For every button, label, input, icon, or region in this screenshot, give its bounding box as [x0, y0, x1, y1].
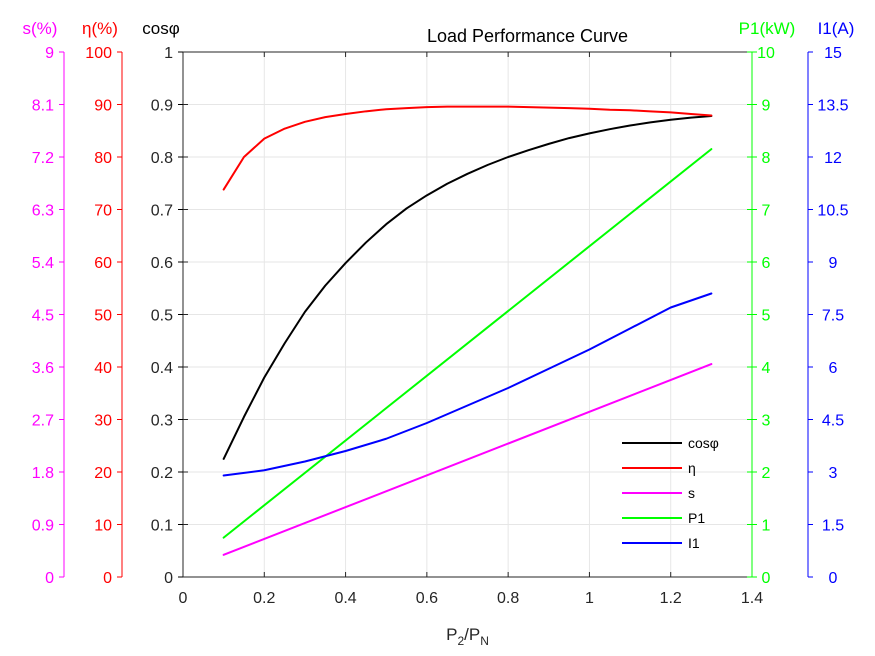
x-tick-label: 0.8: [497, 590, 519, 607]
y-tick-label-eta: 50: [94, 308, 112, 325]
y-tick-label-s: 6.3: [32, 203, 54, 220]
x-axis-label: P2/PN: [446, 625, 489, 648]
y-tick-label-eta: 40: [94, 360, 112, 377]
y-tick-label-p1: 7: [762, 203, 771, 220]
y-tick-label-cos: 1: [164, 45, 173, 62]
legend-entry: η: [688, 460, 696, 476]
series-line-s: [222, 363, 713, 556]
series-line-i1: [222, 292, 713, 477]
x-tick-label: 1: [585, 590, 594, 607]
y-tick-label-i1: 3: [829, 465, 838, 482]
x-tick-label: 0.2: [253, 590, 275, 607]
y-axis-i1: 0 1.5 3 4.5 6 7.5 9 10.5 12 13.5 15 I1(A): [807, 19, 855, 587]
y-tick-label-cos: 0.4: [151, 360, 173, 377]
y-tick-label-i1: 9: [829, 255, 838, 272]
y-tick-label-cos: 0.1: [151, 518, 173, 535]
y-tick-label-p1: 6: [762, 255, 771, 272]
x-tick-label: 1.4: [741, 590, 763, 607]
y-tick-label-s: 4.5: [32, 308, 54, 325]
y-tick-label-cos: 0.5: [151, 308, 173, 325]
series-line-eta: [222, 105, 713, 191]
y-axis-s: 0 0.9 1.8 2.7 3.6 4.5 5.4 6.3 7.2 8.1 9 s(%): [23, 19, 65, 587]
y-tick-label-cos: 0.2: [151, 465, 173, 482]
series-line-cos: [222, 115, 713, 460]
y-tick-label-i1: 7.5: [822, 308, 844, 325]
x-tick-label: 0.4: [334, 590, 356, 607]
y-tick-label-s: 0.9: [32, 518, 54, 535]
y-tick-label-eta: 60: [94, 255, 112, 272]
axes: 0 0.2 0.4 0.6 0.8 1 1.2 1.400.10.20.30.40.50.60…: [23, 19, 855, 607]
y-tick-label-i1: 15: [824, 45, 842, 62]
y-tick-label-s: 7.2: [32, 150, 54, 167]
y-tick-label-p1: 8: [762, 150, 771, 167]
legend-entry: s: [688, 485, 695, 501]
x-tick-label: 0.6: [416, 590, 438, 607]
legend: cosφ ηs P1 I1: [622, 435, 719, 551]
y-axis-title-cos: cosφ: [142, 19, 179, 38]
y-tick-label-eta: 30: [94, 413, 112, 430]
series-lines: [222, 105, 713, 556]
y-tick-label-cos: 0: [164, 570, 173, 587]
y-tick-label-i1: 0: [829, 570, 838, 587]
y-tick-label-cos: 0.7: [151, 203, 173, 220]
y-tick-label-cos: 0.8: [151, 150, 173, 167]
y-tick-label-i1: 13.5: [817, 98, 848, 115]
y-tick-label-s: 1.8: [32, 465, 54, 482]
series-line-p1: [222, 148, 713, 539]
y-tick-label-p1: 9: [762, 98, 771, 115]
y-axis-eta: 0 10 20 30 40 50 60 70 80 90 100 η(%): [82, 19, 123, 587]
y-tick-label-i1: 1.5: [822, 518, 844, 535]
y-tick-label-eta: 70: [94, 203, 112, 220]
y-tick-label-eta: 80: [94, 150, 112, 167]
y-tick-label-p1: 10: [757, 45, 775, 62]
y-axis-title-i1: I1(A): [818, 19, 855, 38]
y-tick-label-eta: 0: [103, 570, 112, 587]
legend-entry: P1: [688, 510, 705, 526]
legend-entry: cosφ: [688, 435, 719, 451]
y-axis-title-eta: η(%): [82, 19, 118, 38]
x-axis-label-sub1: 2: [457, 634, 464, 648]
x-tick-label: 0: [179, 590, 188, 607]
y-tick-label-p1: 4: [762, 360, 771, 377]
y-tick-label-p1: 1: [762, 518, 771, 535]
y-tick-label-i1: 12: [824, 150, 842, 167]
y-tick-label-s: 0: [45, 570, 54, 587]
y-tick-label-cos: 0.9: [151, 98, 173, 115]
y-tick-label-s: 3.6: [32, 360, 54, 377]
y-tick-label-cos: 0.6: [151, 255, 173, 272]
y-tick-label-i1: 10.5: [817, 203, 848, 220]
y-tick-label-s: 5.4: [32, 255, 54, 272]
y-tick-label-i1: 4.5: [822, 413, 844, 430]
y-tick-label-p1: 3: [762, 413, 771, 430]
y-tick-label-i1: 6: [829, 360, 838, 377]
y-axis-p1: 0 1 2 3 4 5 6 7 8 9 10 P1(kW): [739, 19, 796, 587]
y-tick-label-p1: 0: [762, 570, 771, 587]
y-tick-label-s: 9: [45, 45, 54, 62]
y-tick-label-cos: 0.3: [151, 413, 173, 430]
y-axis-title-p1: P1(kW): [739, 19, 796, 38]
chart-title: Load Performance Curve: [427, 26, 628, 46]
y-tick-label-s: 8.1: [32, 98, 54, 115]
x-axis-label-sep: /P: [464, 625, 480, 644]
y-tick-label-eta: 10: [94, 518, 112, 535]
y-axis-cos: 0 0.1 0.2 0.3 0.4 0.5 0.6 0.7 0.8 0.9 1 cosφ: [142, 19, 188, 587]
y-tick-label-eta: 20: [94, 465, 112, 482]
x-tick-label: 1.2: [660, 590, 682, 607]
x-axis-label-sub2: N: [480, 634, 489, 648]
y-tick-label-eta: 90: [94, 98, 112, 115]
y-tick-label-s: 2.7: [32, 413, 54, 430]
y-axis-title-s: s(%): [23, 19, 58, 38]
y-tick-label-p1: 2: [762, 465, 771, 482]
legend-entry: I1: [688, 535, 700, 551]
y-tick-label-p1: 5: [762, 308, 771, 325]
y-tick-label-eta: 100: [85, 45, 112, 62]
x-axis-label-base: P: [446, 625, 457, 644]
